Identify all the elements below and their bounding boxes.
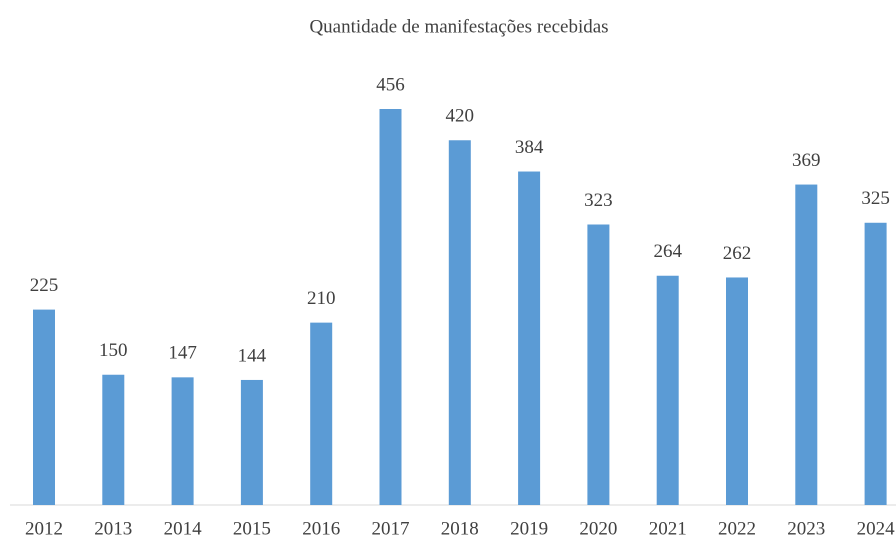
bar (33, 309, 55, 505)
bar (310, 322, 333, 505)
x-tick-label: 2017 (372, 518, 410, 539)
bar (587, 224, 610, 505)
bar (726, 277, 748, 505)
x-tick-label: 2018 (441, 518, 479, 539)
data-label: 264 (653, 241, 682, 262)
x-tick-label: 2020 (579, 518, 617, 539)
data-label: 210 (307, 288, 336, 309)
bar (102, 374, 125, 505)
bar (171, 377, 194, 505)
data-label: 384 (515, 137, 544, 158)
x-tick-label: 2023 (787, 518, 825, 539)
x-tick-label: 2024 (857, 518, 896, 539)
data-label: 369 (792, 150, 821, 171)
data-label: 323 (584, 190, 613, 211)
data-label: 262 (723, 243, 752, 264)
bar (518, 171, 541, 506)
x-tick-label: 2021 (649, 518, 687, 539)
x-tick-label: 2015 (233, 518, 271, 539)
x-tick-label: 2019 (510, 518, 548, 539)
x-tick-label: 2016 (302, 518, 340, 539)
bar (240, 379, 263, 505)
bar (795, 184, 818, 506)
bar (864, 222, 887, 505)
data-label: 144 (238, 345, 267, 366)
bar (656, 275, 679, 505)
chart-title: Quantidade de manifestações recebidas (309, 16, 608, 37)
data-label: 225 (30, 275, 59, 296)
x-tick-label: 2012 (25, 518, 63, 539)
bar (379, 109, 402, 505)
x-tick-label: 2014 (164, 518, 203, 539)
data-label: 420 (446, 106, 475, 127)
data-label: 325 (861, 188, 890, 209)
data-label: 147 (168, 343, 197, 364)
x-tick-label: 2022 (718, 518, 756, 539)
bar (448, 140, 471, 505)
x-tick-label: 2013 (94, 518, 132, 539)
data-label: 456 (376, 74, 405, 95)
data-label: 150 (99, 340, 128, 361)
